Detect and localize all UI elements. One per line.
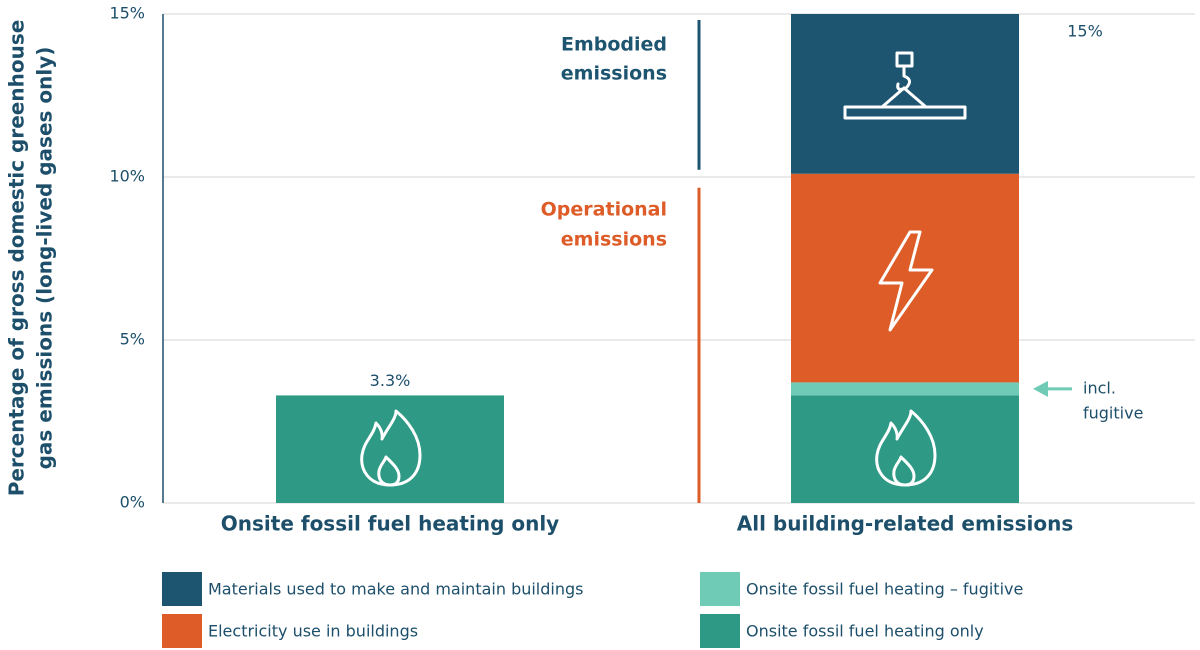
- legend-swatch: [700, 614, 740, 648]
- annotation: fugitive: [1083, 403, 1143, 422]
- y-tick-label: 15%: [109, 4, 145, 23]
- flame-icon: [360, 409, 422, 487]
- y-axis-title: Percentage of gross domestic greenhouse: [5, 20, 29, 497]
- bar-segment: [791, 173, 1019, 383]
- legend-swatch: [162, 572, 202, 606]
- bar-segment: [276, 395, 504, 503]
- total-label: 3.3%: [370, 371, 411, 390]
- y-tick-label: 0%: [120, 493, 145, 512]
- arrow-head: [1033, 380, 1048, 397]
- legend-swatch: [162, 614, 202, 648]
- bar-segment: [791, 14, 1019, 174]
- annotation: Embodied: [561, 34, 667, 56]
- y-tick-label: 5%: [120, 330, 145, 349]
- y-axis-title: gas emissions (long-lived gases only): [33, 47, 57, 470]
- lightning-icon: [878, 230, 934, 332]
- x-tick-label: All building-related emissions: [737, 512, 1073, 536]
- icons: [360, 51, 967, 487]
- x-tick-label: Onsite fossil fuel heating only: [221, 512, 559, 536]
- plot-area: 0% 5% 10% 15% Onsite fossil fuel heating onl…: [109, 4, 1195, 648]
- annotation: Operational: [541, 199, 667, 221]
- legend-label: Materials used to make and maintain buil…: [208, 580, 583, 599]
- crane-icon: [843, 51, 967, 120]
- flame-icon: [875, 409, 937, 487]
- legend-swatch: [700, 572, 740, 606]
- annotation: incl.: [1083, 378, 1116, 397]
- annotation: emissions: [561, 229, 667, 251]
- annotation: emissions: [561, 63, 667, 85]
- y-tick-label: 10%: [109, 167, 145, 186]
- total-label: 15%: [1067, 22, 1103, 41]
- legend-label: Onsite fossil fuel heating only: [746, 622, 984, 641]
- bar-segment: [791, 395, 1019, 503]
- legend-label: Onsite fossil fuel heating – fugitive: [746, 580, 1023, 599]
- bar-segment: [791, 382, 1019, 396]
- legend-label: Electricity use in buildings: [208, 622, 418, 641]
